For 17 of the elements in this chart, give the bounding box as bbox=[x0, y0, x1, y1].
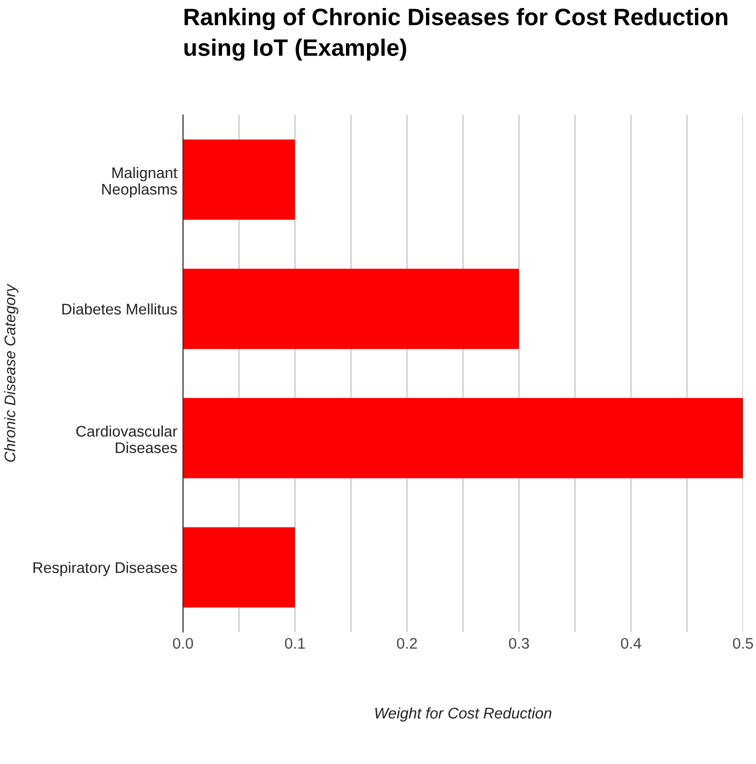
x-axis-title: Weight for Cost Reduction bbox=[375, 707, 552, 722]
x-tick-label: 0.0 bbox=[172, 638, 194, 649]
y-tick-label: Cardiovascular Diseases bbox=[76, 425, 178, 454]
x-tick-label: 0.3 bbox=[508, 638, 529, 649]
x-tick-label: 0.4 bbox=[620, 638, 642, 649]
y-tick-label: Respiratory Diseases bbox=[34, 562, 177, 576]
y-tick-label: Malignant Neoplasms bbox=[102, 166, 178, 198]
bar bbox=[183, 398, 743, 478]
chart-title: Ranking of Chronic Diseases for Cost Reduction using IoT (Example) bbox=[184, 8, 728, 61]
bar bbox=[183, 527, 295, 608]
x-tick-label: 0.2 bbox=[396, 638, 417, 649]
bar bbox=[183, 140, 295, 220]
x-tick-label: 0.1 bbox=[284, 638, 305, 649]
y-tick-label: Diabetes Mellitus bbox=[62, 303, 177, 315]
y-axis-title: Chronic Disease Category bbox=[4, 284, 18, 462]
x-tick-label: 0.5 bbox=[732, 638, 753, 649]
bar bbox=[183, 268, 519, 349]
